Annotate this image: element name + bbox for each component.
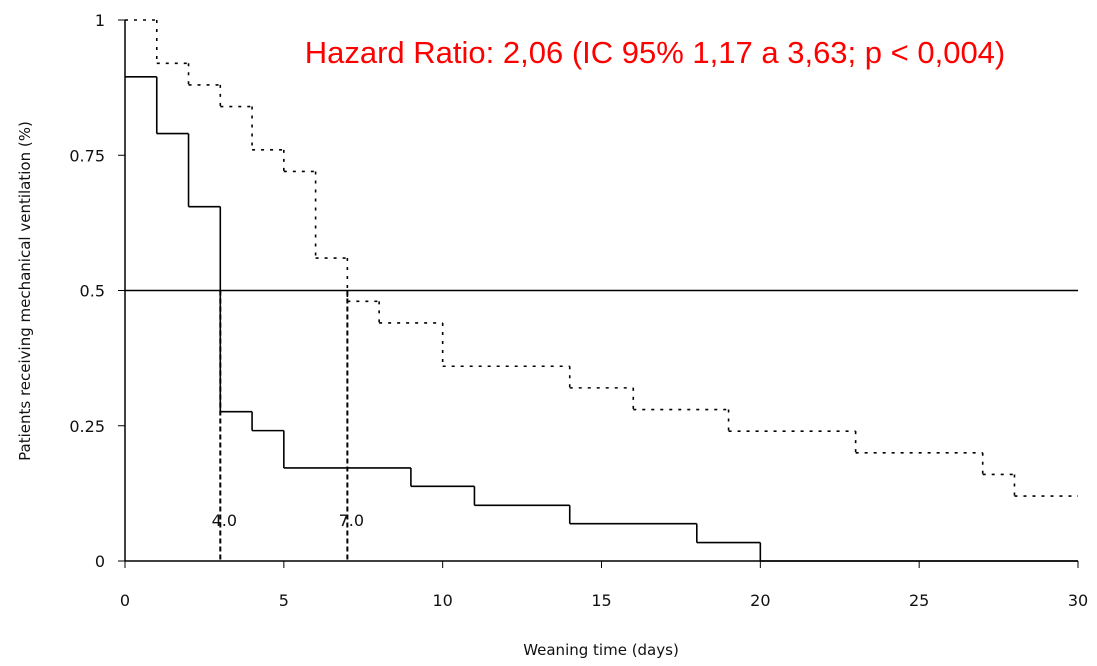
x-tick-label: 30 bbox=[1068, 591, 1088, 610]
y-tick-label: 0.75 bbox=[69, 146, 105, 165]
y-tick-label: 0.5 bbox=[80, 282, 105, 301]
hazard-ratio-annotation: Hazard Ratio: 2,06 (IC 95% 1,17 a 3,63; … bbox=[305, 35, 1006, 70]
median-label: 4.0 bbox=[212, 511, 237, 530]
y-tick-label: 0 bbox=[95, 552, 105, 571]
x-tick-label: 20 bbox=[750, 591, 770, 610]
y-tick-label: 0.25 bbox=[69, 417, 105, 436]
x-tick-label: 5 bbox=[279, 591, 289, 610]
x-axis-label: Weaning time (days) bbox=[523, 641, 679, 659]
x-tick-label: 10 bbox=[432, 591, 452, 610]
x-tick-label: 25 bbox=[909, 591, 929, 610]
median-label: 7.0 bbox=[339, 511, 364, 530]
y-tick-label: 1 bbox=[95, 11, 105, 30]
y-axis-label: Patients receiving mechanical ventilatio… bbox=[16, 121, 34, 461]
x-tick-label: 0 bbox=[120, 591, 130, 610]
x-tick-label: 15 bbox=[591, 591, 611, 610]
